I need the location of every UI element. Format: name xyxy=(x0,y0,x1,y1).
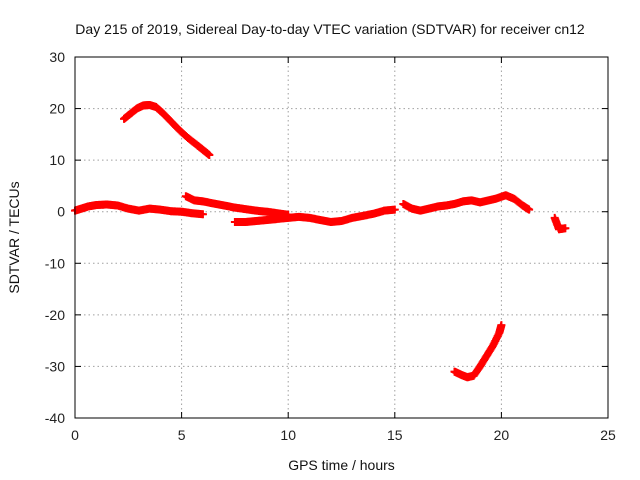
series-main-band-a xyxy=(71,200,207,219)
series-arc-low xyxy=(450,321,506,382)
series-main-band-d xyxy=(399,191,534,215)
y-tick-label: 0 xyxy=(57,204,65,220)
y-tick-label: 30 xyxy=(49,49,65,65)
y-tick-label: 20 xyxy=(49,101,65,117)
y-tick-label: 10 xyxy=(49,152,65,168)
grid xyxy=(75,57,608,418)
y-tick-label: -10 xyxy=(45,255,65,271)
x-axis-label: GPS time / hours xyxy=(288,457,395,473)
y-tick-label: -20 xyxy=(45,307,65,323)
data-point xyxy=(525,205,534,214)
x-tick-label: 20 xyxy=(494,427,510,443)
series-arc-high xyxy=(120,100,214,159)
x-tick-label: 0 xyxy=(71,427,79,443)
series-main-band-b xyxy=(181,192,293,219)
data-series xyxy=(71,100,570,382)
series-short-arc xyxy=(550,213,570,234)
chart-title: Day 215 of 2019, Sidereal Day-to-day VTE… xyxy=(75,21,585,37)
y-ticks: -40 -30 -20 -10 0 10 20 30 xyxy=(45,49,608,426)
x-ticks: 0 5 10 15 20 25 xyxy=(71,57,616,443)
y-tick-label: -40 xyxy=(45,410,65,426)
x-tick-label: 15 xyxy=(387,427,403,443)
data-point xyxy=(497,321,506,330)
series-main-band-c xyxy=(230,205,399,227)
plot-frame xyxy=(74,56,609,419)
x-tick-label: 10 xyxy=(280,427,296,443)
data-point xyxy=(198,210,207,219)
x-tick-label: 25 xyxy=(600,427,616,443)
x-tick-label: 5 xyxy=(178,427,186,443)
data-point xyxy=(390,205,399,214)
y-axis-label: SDTVAR / TECUs xyxy=(6,181,22,293)
data-point xyxy=(205,150,214,159)
data-point xyxy=(561,224,570,233)
y-tick-label: -30 xyxy=(45,358,65,374)
